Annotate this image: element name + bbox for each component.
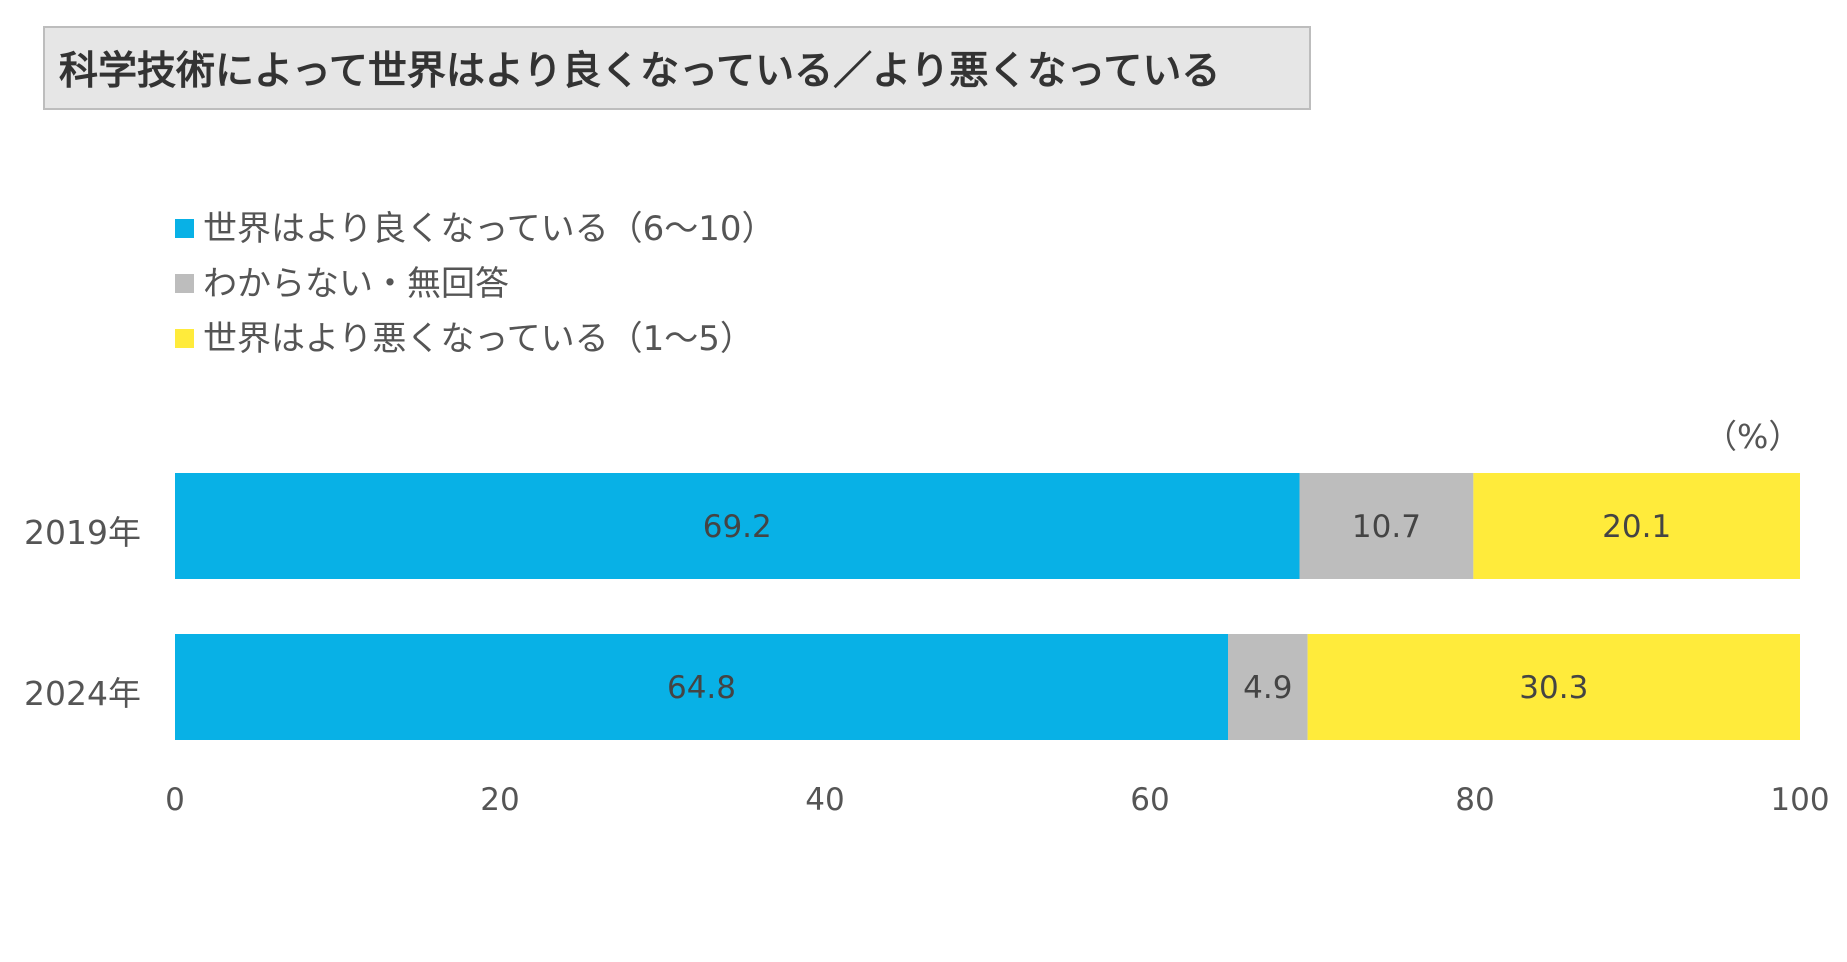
legend-item-better: 世界はより良くなっている（6〜10）	[175, 198, 776, 253]
bar-segment-unknown-0	[1299, 473, 1474, 579]
data-label-worse-1: 30.3	[1519, 670, 1588, 706]
bar-segment-better-1	[175, 634, 1228, 740]
legend-item-unknown: わからない・無回答	[175, 253, 776, 308]
x-tick-label-40: 40	[805, 782, 844, 818]
legend-swatch-unknown	[175, 274, 194, 293]
bar-segment-better-0	[175, 473, 1300, 579]
legend-item-worse: 世界はより悪くなっている（1〜5）	[175, 308, 776, 363]
chart-title-box: 科学技術によって世界はより良くなっている／より悪くなっている	[43, 26, 1311, 110]
unit-label: （%）	[1704, 417, 1802, 456]
legend-label-worse: 世界はより悪くなっている（1〜5）	[203, 319, 754, 359]
chart-title: 科学技術によって世界はより良くなっている／より悪くなっている	[59, 49, 1221, 94]
bar-segment-worse-1	[1307, 634, 1800, 740]
legend-swatch-better	[175, 219, 194, 238]
legend-label-unknown: わからない・無回答	[203, 264, 509, 304]
category-label-2024: 2024年	[24, 674, 141, 713]
x-tick-label-100: 100	[1770, 782, 1829, 818]
data-label-unknown-1: 4.9	[1243, 670, 1292, 706]
data-label-worse-0: 20.1	[1602, 509, 1671, 545]
category-label-2019: 2019年	[24, 513, 141, 552]
data-label-unknown-0: 10.7	[1352, 509, 1421, 545]
bar-segment-worse-0	[1473, 473, 1800, 579]
data-label-better-0: 69.2	[703, 509, 772, 545]
bar-segment-unknown-1	[1228, 634, 1308, 740]
x-tick-label-20: 20	[480, 782, 519, 818]
x-tick-label-0: 0	[165, 782, 185, 818]
data-label-better-1: 64.8	[667, 670, 736, 706]
legend: 世界はより良くなっている（6〜10） わからない・無回答 世界はより悪くなってい…	[175, 198, 776, 363]
legend-label-better: 世界はより良くなっている（6〜10）	[203, 209, 776, 249]
x-tick-label-60: 60	[1130, 782, 1169, 818]
legend-swatch-worse	[175, 329, 194, 348]
x-tick-label-80: 80	[1455, 782, 1494, 818]
